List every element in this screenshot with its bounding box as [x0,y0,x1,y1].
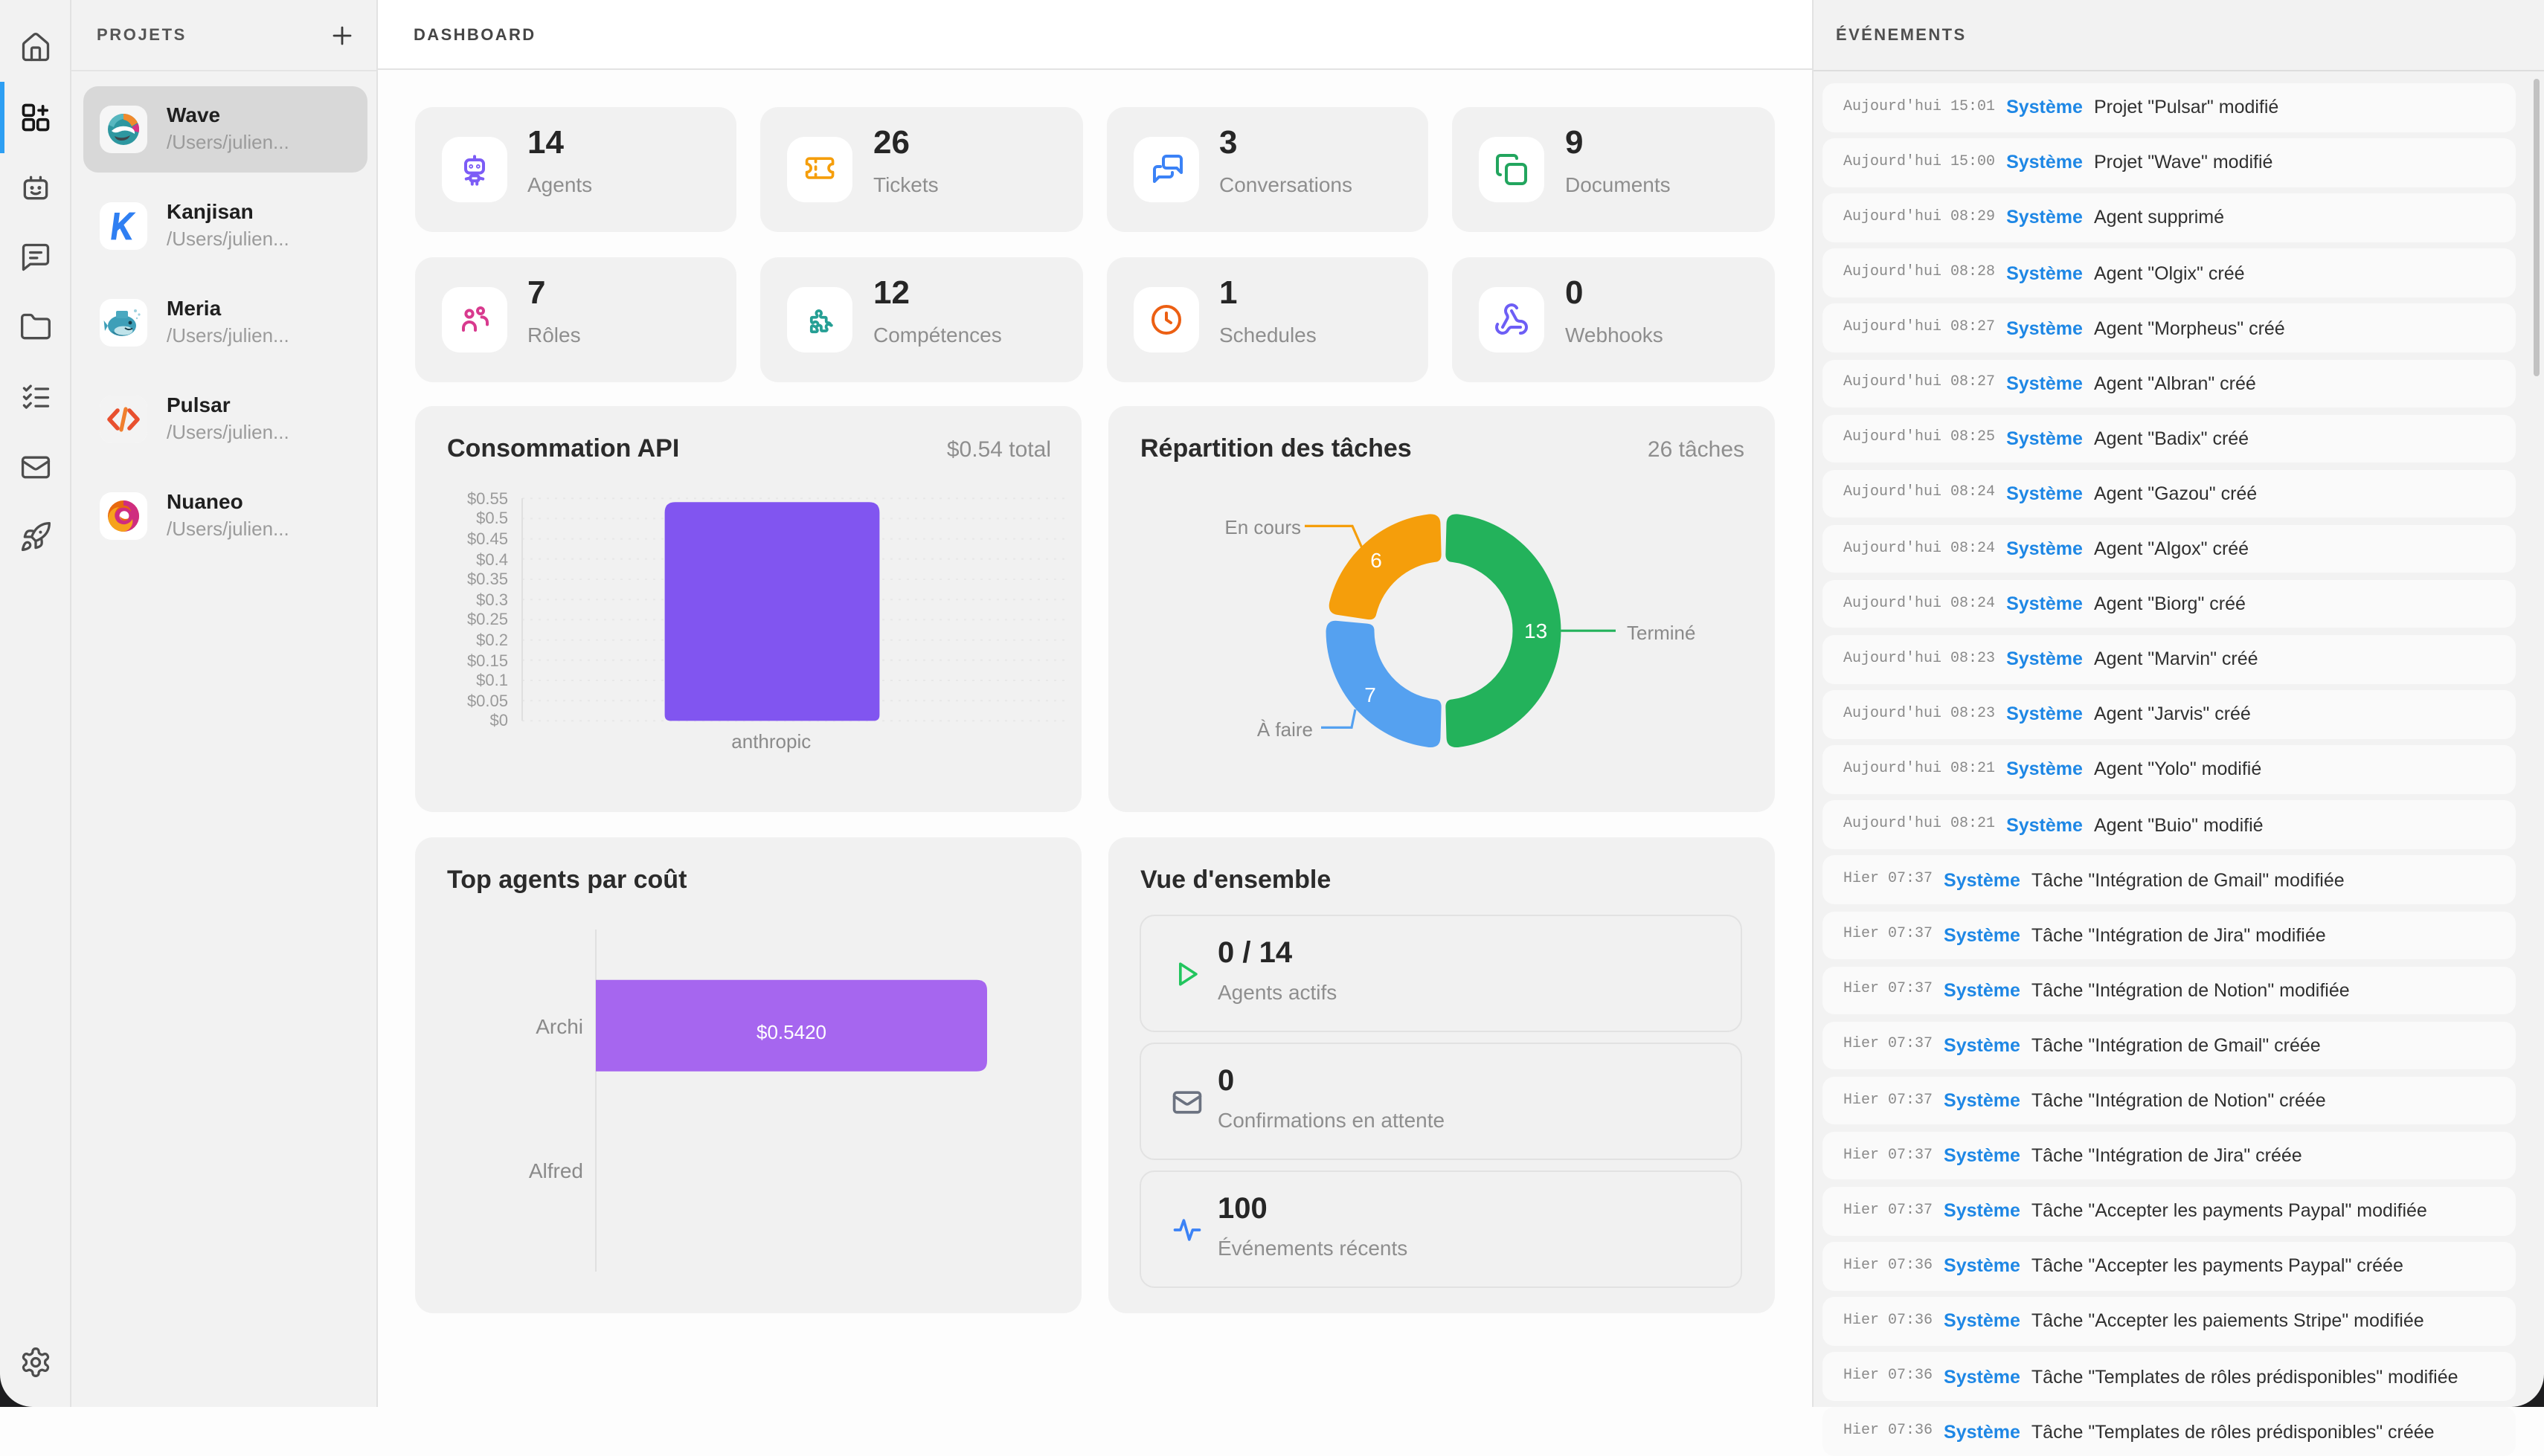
svg-text:13: 13 [1523,620,1546,643]
svg-text:6: 6 [1369,549,1381,572]
svg-text:$0.5420: $0.5420 [756,1020,826,1043]
svg-text:7: 7 [1363,684,1375,707]
